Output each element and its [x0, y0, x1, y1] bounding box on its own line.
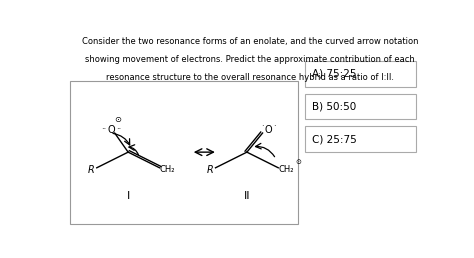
Text: B) 50:50: B) 50:50 [312, 101, 356, 111]
Text: showing movement of electrons. Predict the approximate contribution of each: showing movement of electrons. Predict t… [85, 55, 415, 64]
FancyBboxPatch shape [305, 61, 416, 87]
Text: resonance structure to the overall resonance hybrid as a ratio of I:II.: resonance structure to the overall reson… [106, 73, 394, 82]
Text: C) 25:75: C) 25:75 [312, 134, 357, 144]
FancyBboxPatch shape [305, 126, 416, 152]
FancyBboxPatch shape [70, 80, 298, 224]
Text: Consider the two resonance forms of an enolate, and the curved arrow notation: Consider the two resonance forms of an e… [82, 37, 419, 46]
FancyBboxPatch shape [305, 94, 416, 119]
Text: A) 75:25: A) 75:25 [312, 69, 356, 79]
